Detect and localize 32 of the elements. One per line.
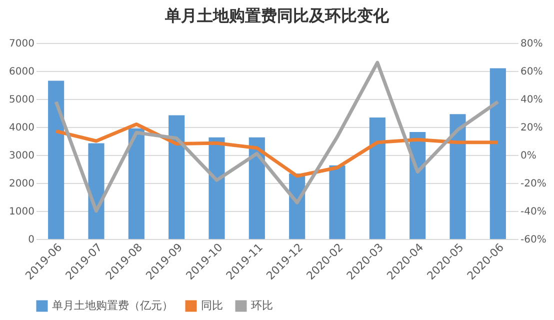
- y-tick-label: 2000: [9, 178, 34, 190]
- y-tick-label: 0: [28, 234, 34, 246]
- bar: [48, 80, 64, 239]
- y-tick-label: 1000: [9, 206, 34, 218]
- bar: [329, 165, 346, 239]
- line-series: [54, 60, 500, 213]
- chart-title: 单月土地购置费同比及环比变化: [164, 6, 390, 25]
- y-tick-label: 7000: [9, 38, 34, 50]
- y2-tick-label: -20%: [520, 178, 546, 190]
- bar: [168, 115, 185, 239]
- y-tick-label: 3000: [9, 150, 34, 162]
- legend-label: 环比: [251, 299, 273, 312]
- y2-tick-label: 0%: [520, 150, 536, 162]
- y2-tick-label: -40%: [520, 206, 546, 218]
- bar: [490, 68, 506, 239]
- legend-label: 单月土地购置费（亿元）: [52, 299, 173, 312]
- bar: [128, 128, 144, 239]
- y2-tick-label: 60%: [520, 66, 543, 78]
- bar: [248, 137, 265, 239]
- y-tick-label: 5000: [9, 94, 34, 106]
- legend-label: 同比: [201, 299, 223, 312]
- y2-tick-label: 40%: [520, 94, 543, 106]
- y2-tick-label: 80%: [520, 38, 543, 50]
- bar: [88, 143, 104, 239]
- y2-tick-label: 20%: [520, 122, 543, 134]
- y2-tick-label: -60%: [520, 234, 546, 246]
- y-tick-label: 4000: [9, 122, 34, 134]
- bar: [208, 137, 225, 239]
- y-tick-label: 6000: [9, 66, 34, 78]
- bar: [450, 114, 466, 239]
- line-series: [54, 122, 500, 178]
- bar: [369, 117, 386, 239]
